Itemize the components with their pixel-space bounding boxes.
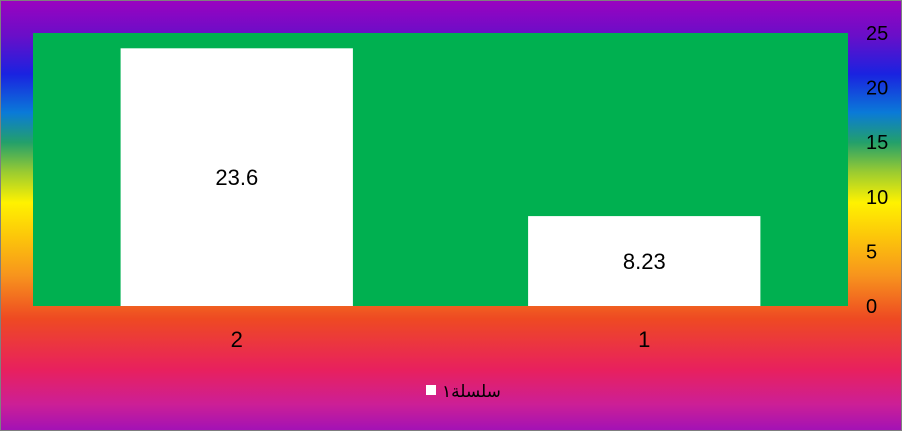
data-label-2: 23.6	[215, 165, 258, 190]
y-tick-label-25: 25	[866, 23, 888, 45]
bar-1	[528, 216, 761, 306]
legend: سلسلة١	[426, 382, 501, 402]
x-tick-label-2: 2	[231, 327, 243, 352]
y-tick-label-10: 10	[866, 187, 888, 209]
x-tick-label-1: 1	[638, 327, 650, 352]
legend-entry: سلسلة١	[442, 382, 501, 402]
y-tick-label-20: 20	[866, 78, 888, 100]
y-tick-label-0: 0	[866, 296, 877, 318]
legend-swatch	[426, 385, 436, 395]
data-label-1: 8.23	[623, 249, 666, 274]
y-tick-label-15: 15	[866, 132, 888, 154]
y-tick-label-5: 5	[866, 241, 877, 263]
bar-2	[120, 48, 353, 307]
